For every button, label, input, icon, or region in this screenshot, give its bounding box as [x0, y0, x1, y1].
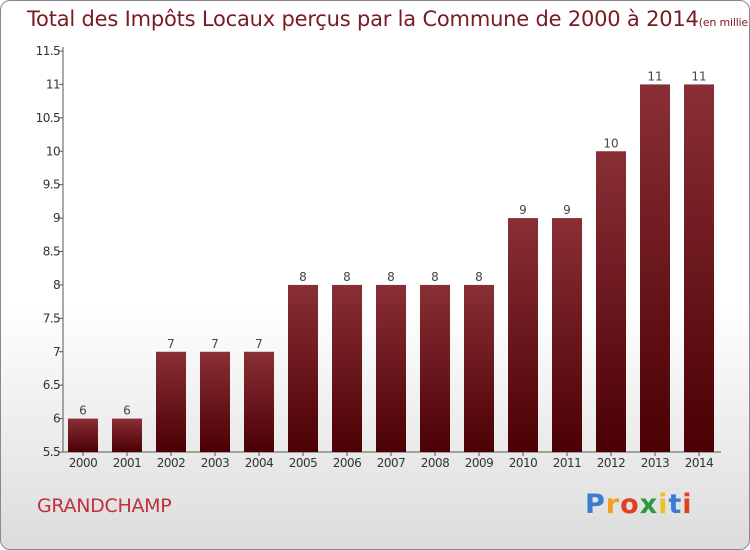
y-tick-label: 6 — [53, 412, 60, 426]
x-tick-label: 2008 — [421, 456, 450, 470]
x-tick-label: 2003 — [201, 456, 230, 470]
bar-value-label: 9 — [519, 203, 527, 217]
bar — [112, 418, 142, 452]
bar — [200, 351, 230, 452]
x-tick-label: 2014 — [685, 456, 714, 470]
bar-value-label: 6 — [123, 404, 131, 418]
y-tick-label: 10.5 — [36, 111, 60, 125]
bar — [68, 418, 98, 452]
x-tick-label: 2007 — [377, 456, 406, 470]
bar — [332, 284, 362, 452]
bar-value-label: 11 — [647, 69, 662, 83]
bar — [420, 284, 450, 452]
x-tick-label: 2012 — [597, 456, 626, 470]
axes: 5.5 6 6.5 7 7.5 8 8.5 9 9.5 10 10.5 11 11.5 2000 2001 2… — [36, 44, 721, 470]
commune-name: GRANDCHAMP — [37, 495, 172, 517]
logo-letter: P — [585, 489, 606, 520]
bar-value-label: 7 — [211, 337, 219, 351]
chart-title: Total des Impôts Locaux perçus par la Co… — [27, 7, 749, 31]
x-tick-label: 2009 — [465, 456, 494, 470]
bar — [684, 84, 714, 453]
bar-value-label: 7 — [167, 337, 175, 351]
bar-value-label: 11 — [691, 69, 706, 83]
logo-letter: o — [620, 489, 640, 520]
y-tick-label: 6.5 — [43, 378, 60, 392]
x-tick-label: 2002 — [157, 456, 186, 470]
x-tick-label: 2004 — [245, 456, 274, 470]
bar-value-label: 8 — [387, 270, 395, 284]
bar — [288, 284, 318, 452]
y-tick-label: 8 — [53, 278, 60, 292]
bar — [244, 351, 274, 452]
bar — [376, 284, 406, 452]
bar-value-label: 8 — [475, 270, 483, 284]
logo-letter: i — [658, 489, 669, 520]
y-tick-label: 7 — [53, 345, 60, 359]
x-tick-label: 2010 — [509, 456, 538, 470]
logo-letter: x — [639, 489, 659, 520]
bar-value-label: 8 — [431, 270, 439, 284]
y-tick-label: 10 — [46, 144, 60, 158]
bar — [640, 84, 670, 453]
x-tick-label: 2006 — [333, 456, 362, 470]
bar — [156, 351, 186, 452]
unit-label: (en milliers d'€) — [698, 16, 749, 29]
bar — [552, 218, 582, 452]
y-tick-label: 9.5 — [43, 178, 60, 192]
x-tick-label: 2005 — [289, 456, 318, 470]
bar — [464, 284, 494, 452]
bar-value-label: 9 — [563, 203, 571, 217]
bar-value-label: 10 — [603, 136, 618, 150]
title-text: Total des Impôts Locaux perçus par la Co… — [27, 7, 699, 31]
bar-value-label: 8 — [343, 270, 351, 284]
x-tick-label: 2000 — [69, 456, 98, 470]
y-tick-label: 9 — [53, 211, 60, 225]
y-tick-label: 5.5 — [43, 445, 60, 459]
proxiti-logo[interactable]: Proxiti — [585, 489, 693, 520]
bar — [596, 151, 626, 452]
x-tick-label: 2013 — [641, 456, 670, 470]
bars: 6 6 7 7 7 8 8 8 8 8 9 9 10 11 11 — [68, 69, 714, 453]
y-tick-label: 8.5 — [43, 245, 60, 259]
logo-letter: r — [605, 489, 621, 520]
y-tick-label: 11 — [46, 77, 60, 91]
y-tick-label: 7.5 — [43, 311, 60, 325]
bar-value-label: 7 — [255, 337, 263, 351]
x-tick-label: 2001 — [113, 456, 142, 470]
x-tick-label: 2011 — [553, 456, 582, 470]
bar — [508, 218, 538, 452]
bar-value-label: 6 — [79, 404, 87, 418]
bar-value-label: 8 — [299, 270, 307, 284]
logo-letter: i — [682, 489, 693, 520]
y-tick-label: 11.5 — [36, 44, 60, 58]
logo-letter: t — [668, 489, 683, 520]
